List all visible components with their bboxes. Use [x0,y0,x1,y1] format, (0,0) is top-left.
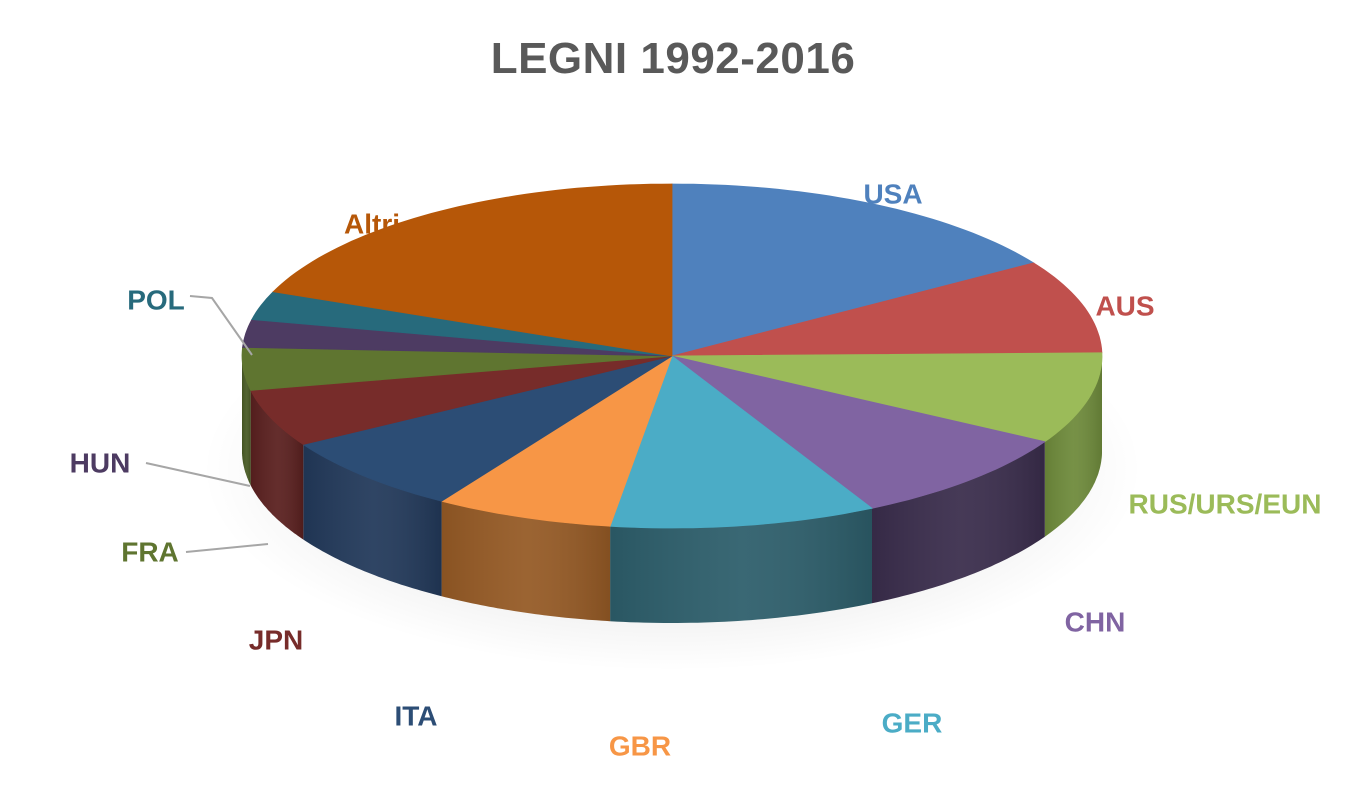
data-label-ita: ITA [394,700,437,731]
pie-side-shade [610,508,872,623]
pie-slice-gbr [440,355,673,527]
pie-slice-jpn [250,355,673,445]
data-label-usa: USA [863,178,922,209]
pie-slice-ger [609,355,873,529]
data-label-chn: CHN [1065,606,1126,637]
data-label-rus-urs-eun: RUS/URS/EUN [1129,488,1322,519]
data-label-hun: HUN [70,447,131,478]
pie-side-shade [872,441,1045,604]
pie-slice-pol [251,291,673,357]
data-label-fra: FRA [121,536,179,567]
pie-side-shade [441,501,611,622]
leader-line-pol [189,295,253,356]
data-label-pol: POL [127,284,185,315]
data-label-gbr: GBR [609,730,671,761]
pie-slice-chn [671,355,1046,509]
pie-side-shade [242,356,251,486]
chart-title: LEGNI 1992-2016 [490,34,856,83]
data-label-jpn: JPN [249,624,303,655]
leader-line-fra [185,543,269,553]
pie-slice-usa [671,183,1035,357]
pie-side-shade [250,390,304,540]
pie-slice-rus-urs-eun [671,352,1103,443]
pie-side-shade [303,444,442,597]
pie-slice-aus [671,262,1103,357]
leader-line-hun [145,462,251,487]
pie-side-shade [1044,356,1102,537]
pie-slice-ita [302,355,673,502]
pie-slice-fra [241,346,673,391]
data-label-ger: GER [882,707,943,738]
data-label-altri: Altri [344,208,400,239]
data-label-aus: AUS [1095,290,1154,321]
pie-slice-altri [272,183,673,357]
